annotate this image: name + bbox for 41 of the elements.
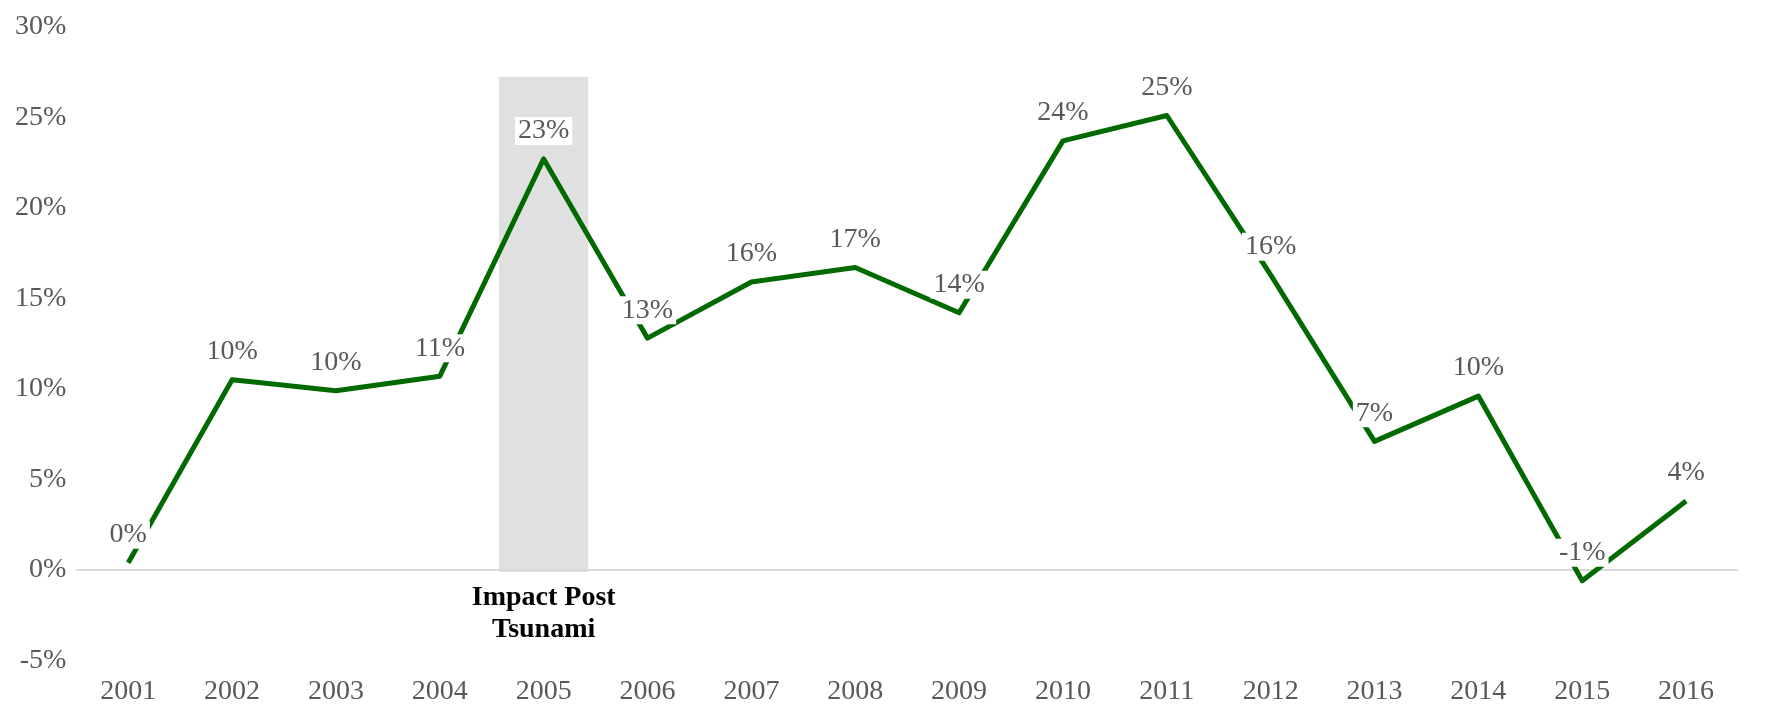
x-tick-label: 2014 — [1450, 673, 1507, 705]
x-tick-label: 2013 — [1346, 673, 1403, 705]
x-tick-label: 2003 — [307, 673, 364, 705]
y-tick-label: 0% — [29, 552, 67, 584]
x-tick-label: 2015 — [1554, 673, 1611, 705]
x-tick-label: 2007 — [723, 673, 780, 705]
data-label: 16% — [725, 236, 778, 268]
x-tick-label: 2012 — [1242, 673, 1299, 705]
data-label: 10% — [310, 345, 362, 377]
data-label: 0% — [109, 517, 147, 548]
data-label: 16% — [1244, 229, 1297, 261]
y-tick-label: 10% — [15, 371, 67, 403]
x-tick-label: 2011 — [1139, 673, 1195, 705]
data-label: 7% — [1355, 395, 1394, 427]
data-label: -1% — [1558, 535, 1606, 567]
band-label: Impact Post Tsunami — [471, 580, 617, 644]
data-label: 11% — [414, 330, 465, 362]
y-tick-label: 30% — [15, 9, 67, 41]
x-tick-label: 2001 — [100, 673, 157, 705]
x-tick-label: 2006 — [619, 673, 676, 705]
x-tick-label: 2016 — [1658, 673, 1715, 705]
x-tick-label: 2004 — [411, 673, 468, 705]
data-label: 25% — [1141, 69, 1193, 101]
x-tick-label: 2010 — [1034, 673, 1091, 705]
data-label: 17% — [829, 221, 881, 253]
data-label: 4% — [1667, 455, 1705, 487]
y-tick-label: 5% — [29, 461, 67, 493]
data-label: 23% — [518, 113, 570, 145]
x-tick-label: 2002 — [204, 673, 261, 705]
x-tick-label: 2008 — [827, 673, 884, 705]
x-tick-label: 2009 — [931, 673, 988, 705]
y-tick-label: -5% — [19, 642, 67, 674]
y-tick-label: 15% — [15, 280, 67, 312]
data-label: 13% — [621, 292, 674, 324]
data-label: 14% — [933, 267, 985, 299]
data-label: 10% — [206, 334, 258, 366]
x-tick-label: 2005 — [515, 673, 572, 705]
data-label: 24% — [1037, 95, 1089, 127]
data-label: 10% — [1452, 350, 1505, 382]
y-tick-label: 20% — [15, 190, 67, 222]
y-tick-label: 25% — [15, 99, 67, 131]
